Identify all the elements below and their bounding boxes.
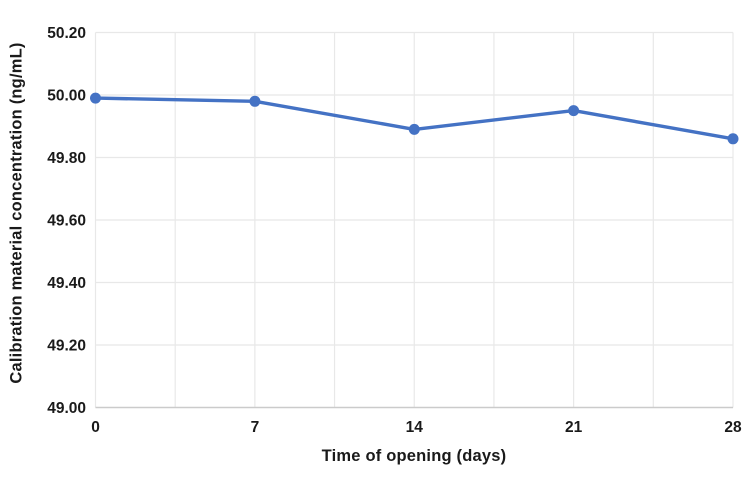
x-tick-label: 21 bbox=[565, 419, 583, 436]
x-axis-title: Time of opening (days) bbox=[321, 447, 507, 465]
data-point bbox=[90, 92, 101, 104]
data-point bbox=[727, 133, 739, 145]
y-tick-label: 49.80 bbox=[47, 150, 86, 167]
y-tick-label: 49.60 bbox=[47, 213, 86, 230]
data-point bbox=[249, 95, 261, 107]
x-tick-label: 0 bbox=[91, 419, 100, 436]
data-point bbox=[408, 123, 420, 135]
x-tick-label: 7 bbox=[251, 419, 260, 436]
y-tick-label: 49.00 bbox=[47, 400, 86, 417]
y-axis-title: Calibration material concentration (ng/m… bbox=[7, 42, 26, 384]
data-point bbox=[568, 105, 580, 117]
x-tick-label: 28 bbox=[724, 419, 742, 436]
y-tick-label: 49.20 bbox=[47, 338, 86, 355]
y-tick-label: 49.40 bbox=[47, 275, 86, 292]
y-tick-label: 50.20 bbox=[47, 25, 86, 42]
x-tick-label: 14 bbox=[406, 419, 424, 436]
y-tick-label: 50.00 bbox=[47, 88, 86, 105]
